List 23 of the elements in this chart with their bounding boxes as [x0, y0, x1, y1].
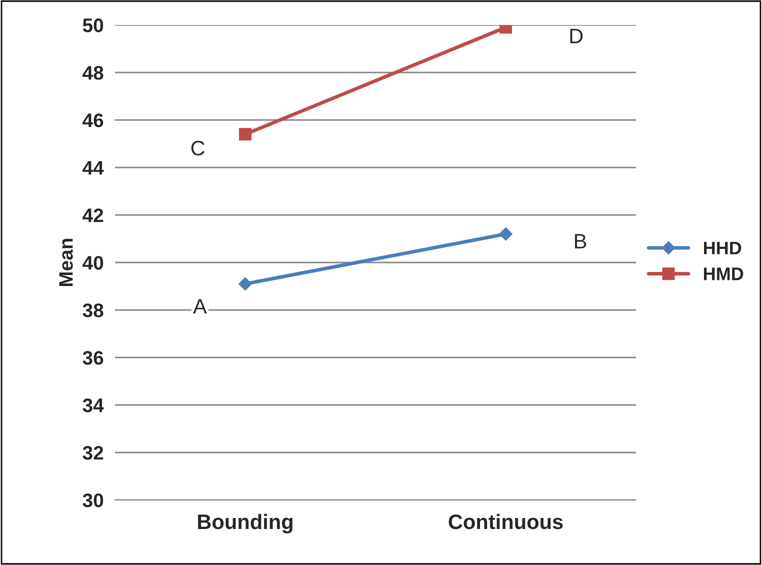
y-tick-label: 34: [82, 398, 104, 412]
point: [239, 128, 252, 140]
point: [238, 277, 252, 290]
y-tick-label: 36: [82, 350, 104, 365]
y-tick-label: 48: [82, 66, 104, 80]
y-tick-label: 46: [82, 113, 104, 128]
y-axis-title: Mean: [59, 238, 73, 286]
x-tick-label: Bounding: [198, 514, 292, 534]
y-tick-label: 42: [82, 208, 104, 222]
annotation: A: [193, 299, 207, 314]
y-tick-label: 50: [82, 18, 104, 32]
x-tick-label: Continuous: [448, 514, 563, 530]
legend-label: HHD: [704, 242, 742, 254]
annotation: D: [570, 28, 583, 44]
y-tick-label: 38: [82, 303, 104, 318]
y-tick-label: 30: [82, 493, 104, 508]
legend-label: HMD: [704, 268, 744, 280]
annotation: C: [191, 140, 205, 156]
y-tick-label: 32: [82, 446, 104, 460]
y-tick-label: 44: [82, 161, 104, 175]
y-tick-label: 40: [82, 256, 104, 270]
annotation: B: [575, 234, 586, 248]
point: [499, 227, 512, 241]
